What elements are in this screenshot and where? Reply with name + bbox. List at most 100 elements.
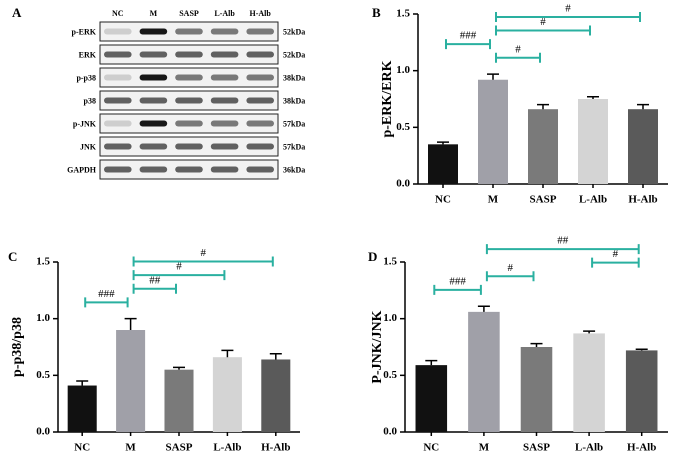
error-bar <box>530 342 543 347</box>
blot-band <box>139 97 168 104</box>
bar <box>578 99 608 184</box>
row-label: p38 <box>84 96 96 105</box>
error-bar <box>269 353 282 360</box>
blot-band <box>104 74 132 81</box>
lane-label: SASP <box>179 9 199 18</box>
error-bar <box>635 348 648 351</box>
bar <box>212 357 242 432</box>
y-tick-label: 0.0 <box>396 178 410 190</box>
significance-bracket <box>485 244 640 255</box>
y-tick-label: 1.5 <box>36 256 50 268</box>
blot-band <box>104 166 132 173</box>
blot-band <box>210 143 239 150</box>
significance-bracket <box>495 25 591 36</box>
y-tick-label: 0.0 <box>383 426 397 438</box>
error-bar <box>477 305 490 312</box>
blot-band <box>246 97 274 104</box>
bar <box>67 385 97 432</box>
bar <box>428 144 458 184</box>
blot-band <box>139 120 168 127</box>
panel-label: B <box>372 5 381 20</box>
error-bar <box>637 103 649 110</box>
blot-band <box>210 74 239 81</box>
bar <box>468 311 500 432</box>
panel-label: C <box>8 249 17 264</box>
significance-label: # <box>515 43 521 55</box>
lane-label: M <box>150 9 158 18</box>
blot-band <box>246 28 274 35</box>
significance-bracket <box>84 297 129 308</box>
y-axis-label: p-p38/p38 <box>10 317 25 377</box>
blot-band <box>104 120 132 127</box>
significance-label: # <box>176 261 182 273</box>
blot-band <box>246 143 274 150</box>
x-tick-label: NC <box>423 442 439 454</box>
significance-bracket <box>132 283 177 294</box>
error-bar <box>221 349 234 358</box>
y-axis-label: P-JNK/JNK <box>370 310 385 383</box>
x-tick-label: SASP <box>166 442 193 454</box>
significance-label: # <box>200 247 206 259</box>
blot-band <box>104 97 132 104</box>
y-axis-label: p-ERK/ERK <box>380 60 395 137</box>
x-tick-label: NC <box>435 194 451 206</box>
x-tick-label: L-Alb <box>579 194 607 206</box>
blot-band <box>210 97 239 104</box>
panel-label: A <box>12 5 22 20</box>
panel-label: D <box>368 249 377 264</box>
lane-label: NC <box>112 9 124 18</box>
lane-label: L-Alb <box>214 9 235 18</box>
blot-band <box>210 166 239 173</box>
bar <box>164 369 194 432</box>
x-tick-label: H-Alb <box>261 442 290 454</box>
lane-label: H-Alb <box>250 9 272 18</box>
error-bar <box>487 73 499 80</box>
blot-band <box>246 166 274 173</box>
error-bar <box>537 103 549 110</box>
blot-band <box>139 28 168 35</box>
row-label: JNK <box>80 142 97 151</box>
blot-band <box>210 51 239 58</box>
blot-band <box>246 120 274 127</box>
significance-bracket <box>132 270 226 281</box>
error-bar <box>437 141 449 145</box>
x-tick-label: M <box>479 442 490 454</box>
blot-band <box>104 143 132 150</box>
bar <box>116 330 146 432</box>
bar <box>628 109 658 184</box>
row-label: p-ERK <box>72 27 97 36</box>
x-tick-label: SASP <box>530 194 557 206</box>
y-tick-label: 0.0 <box>36 426 50 438</box>
blot-band <box>246 51 274 58</box>
blot-band <box>175 120 203 127</box>
error-bar <box>583 330 596 334</box>
size-label: 52kDa <box>283 50 305 59</box>
x-tick-label: NC <box>74 442 90 454</box>
blot-band <box>139 143 168 150</box>
blot-band <box>210 120 239 127</box>
significance-label: ## <box>149 274 161 286</box>
significance-bracket <box>591 257 640 268</box>
blot-band <box>175 97 203 104</box>
x-tick-label: M <box>488 194 499 206</box>
x-tick-label: H-Alb <box>627 442 656 454</box>
error-bar <box>173 366 185 370</box>
significance-label: ### <box>460 30 477 42</box>
row-label: p-p38 <box>76 73 96 82</box>
blot-band <box>175 51 203 58</box>
x-tick-label: SASP <box>523 442 550 454</box>
row-label: GAPDH <box>67 165 97 174</box>
significance-label: # <box>565 2 571 14</box>
y-tick-label: 0.5 <box>36 369 50 381</box>
blot-band <box>210 28 239 35</box>
blot-band <box>175 28 203 35</box>
significance-bracket <box>445 39 491 50</box>
significance-label: ### <box>449 275 466 287</box>
blot-band <box>139 166 168 173</box>
blot-band <box>175 143 203 150</box>
significance-bracket <box>495 11 641 22</box>
significance-bracket <box>485 271 535 282</box>
y-tick-label: 0.5 <box>383 369 397 381</box>
significance-label: ### <box>98 288 115 300</box>
